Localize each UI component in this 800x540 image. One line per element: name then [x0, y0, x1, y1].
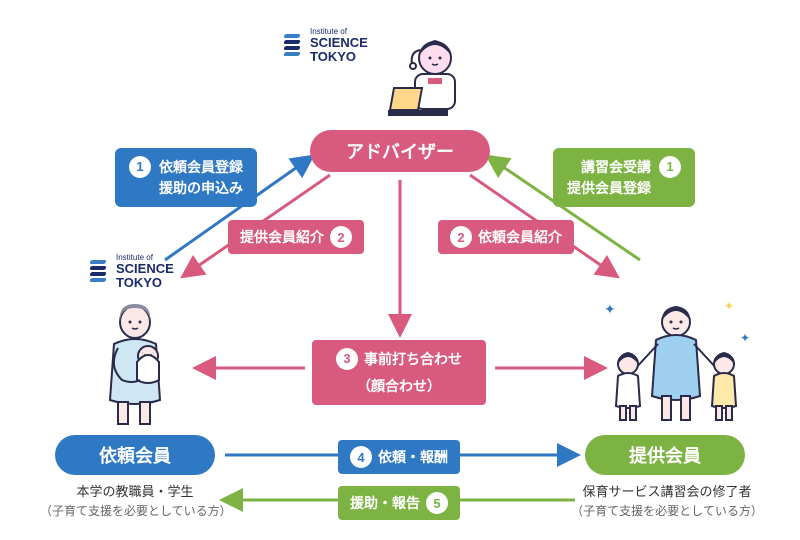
step-3-line2: （顔合わせ） [357, 376, 441, 397]
step-2-right: 2 依頼会員紹介 [438, 220, 574, 254]
step-number-icon: 2 [330, 226, 352, 248]
requester-illustration [100, 300, 190, 435]
step-1-right: 講習会受講 1 提供会員登録 [553, 148, 695, 207]
step-1-left: 1 依頼会員登録 援助の申込み [115, 148, 257, 207]
inst-line2: TOKYO [116, 276, 174, 290]
step-2-left-label: 提供会員紹介 [240, 227, 324, 247]
s-mark-icon [280, 32, 304, 60]
svg-text:✦: ✦ [724, 300, 734, 313]
requester-role-line2: （子育て支援を必要としている方） [40, 502, 230, 520]
step-number-icon: 2 [450, 226, 472, 248]
advisor-illustration [380, 30, 480, 130]
provider-illustration: ✦ ✦ ✦ [590, 300, 760, 435]
provider-node: 提供会員 [585, 435, 745, 475]
step-5: 援助・報告 5 [338, 486, 460, 520]
step-5-label: 援助・報告 [350, 493, 420, 513]
step-3-line1: 事前打ち合わせ [364, 349, 462, 370]
requester-label: 依頼会員 [99, 442, 171, 468]
inst-line2: TOKYO [310, 50, 368, 64]
svg-text:✦: ✦ [604, 301, 616, 317]
step-1-left-line1: 依頼会員登録 [159, 157, 243, 178]
requester-node: 依頼会員 [55, 435, 215, 475]
step-1-right-line2: 提供会員登録 [567, 178, 651, 199]
requester-role-line1: 本学の教職員・学生 [40, 482, 230, 502]
s-mark-icon [86, 258, 110, 286]
requester-role-text: 本学の教職員・学生 （子育て支援を必要としている方） [40, 482, 230, 520]
advisor-node: アドバイザー [310, 130, 490, 172]
step-number-icon: 1 [129, 156, 151, 178]
step-number-icon: 3 [336, 348, 358, 370]
provider-role-line1: 保育サービス講習会の修了者 [562, 482, 772, 502]
provider-role-text: 保育サービス講習会の修了者 （子育て支援を必要としている方） [562, 482, 772, 520]
step-number-icon: 1 [659, 156, 681, 178]
step-3: 3 事前打ち合わせ （顔合わせ） [312, 340, 486, 405]
step-4: 4 依頼・報酬 [338, 440, 460, 474]
institution-logo-top: Institute of SCIENCE TOKYO [280, 28, 368, 63]
advisor-label: アドバイザー [346, 138, 454, 164]
step-number-icon: 5 [426, 492, 448, 514]
institution-logo-left: Institute of SCIENCE TOKYO [86, 254, 174, 289]
step-1-right-line1: 講習会受講 [581, 157, 651, 178]
step-2-left: 提供会員紹介 2 [228, 220, 364, 254]
step-number-icon: 4 [350, 446, 372, 468]
step-1-left-line2: 援助の申込み [159, 178, 243, 199]
inst-line1: SCIENCE [310, 36, 368, 50]
provider-role-line2: （子育て支援を必要としている方） [562, 502, 772, 520]
step-2-right-label: 依頼会員紹介 [478, 227, 562, 247]
inst-line1: SCIENCE [116, 262, 174, 276]
provider-label: 提供会員 [629, 442, 701, 468]
step-4-label: 依頼・報酬 [378, 447, 448, 467]
svg-text:✦: ✦ [740, 331, 750, 345]
